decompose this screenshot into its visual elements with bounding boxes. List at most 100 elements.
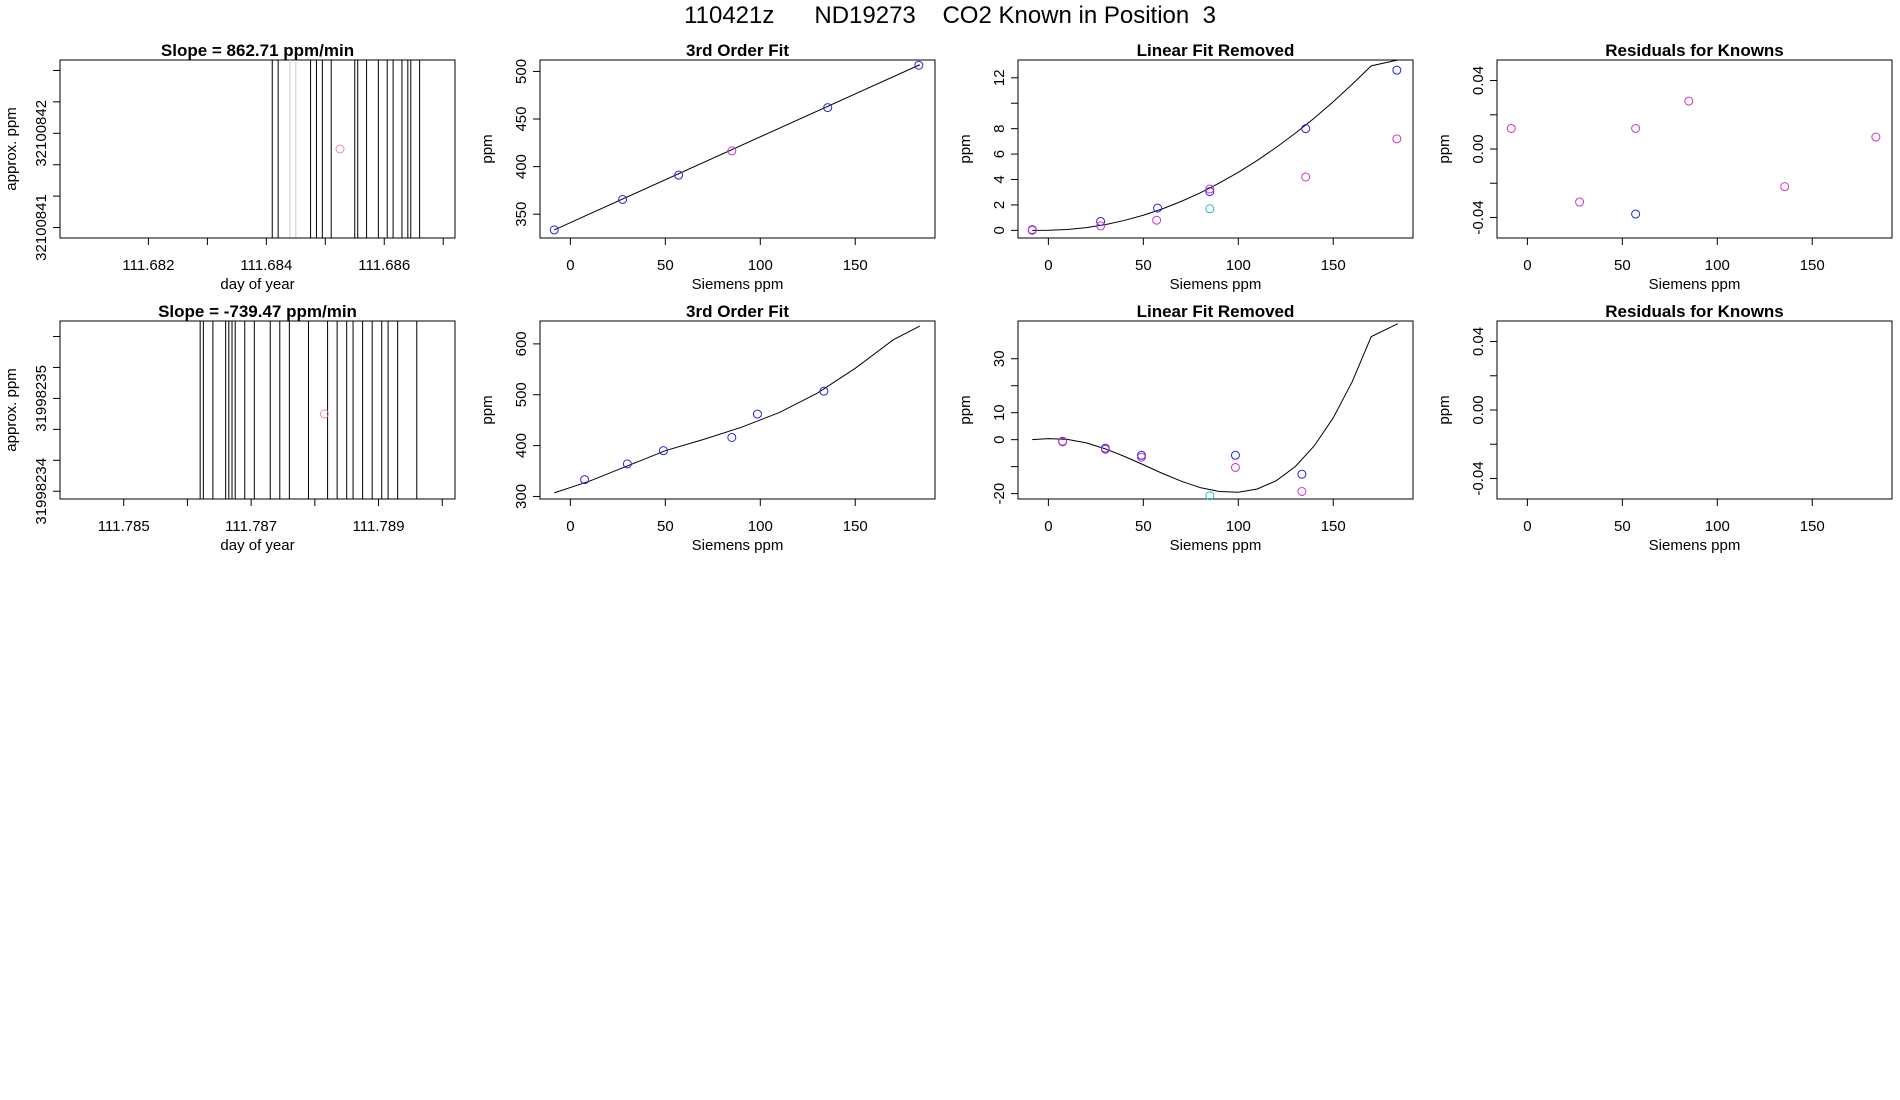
data-point — [658, 446, 668, 456]
y-tick-label: 350 — [513, 202, 530, 227]
x-axis-label: Siemens ppm — [692, 276, 784, 293]
x-tick-label: 0 — [1523, 257, 1531, 274]
y-tick-label: 30 — [991, 350, 1008, 367]
y-tick-label: 450 — [513, 107, 530, 132]
data-point — [819, 386, 829, 396]
x-axis-label: day of year — [220, 537, 294, 554]
x-tick-label: 50 — [1135, 518, 1152, 535]
chart-title: Residuals for Knowns — [1605, 302, 1784, 321]
y-axis-label: ppm — [957, 395, 974, 424]
y-tick-label: 0 — [991, 435, 1008, 443]
data-point — [727, 146, 737, 156]
x-tick-label: 150 — [1321, 518, 1346, 535]
y-tick-label: -0.04 — [1470, 200, 1487, 234]
panel-residuals-top: Residuals for Knowns Siemens ppm ppm 0 50 100… — [1436, 41, 1893, 293]
data-point — [1506, 123, 1516, 133]
x-tick-label: 50 — [657, 518, 674, 535]
data-point — [549, 225, 559, 235]
y-tick-label: 32100841 — [33, 194, 50, 261]
data-point — [1096, 216, 1106, 226]
data-point — [1205, 187, 1215, 197]
y-tick-label: 0.00 — [1470, 395, 1487, 424]
y-tick-label: 31998235 — [33, 365, 50, 432]
x-tick-label: 111.682 — [122, 257, 174, 274]
y-tick-label: 0.00 — [1470, 134, 1487, 163]
data-point — [1392, 134, 1402, 144]
data-point — [1058, 437, 1068, 447]
data-point — [1205, 184, 1215, 194]
data-point — [1297, 469, 1307, 479]
data-point — [1153, 203, 1163, 213]
y-tick-label: 32100842 — [33, 100, 50, 167]
y-tick-label: 6 — [991, 150, 1008, 158]
chart-title: 3rd Order Fit — [686, 41, 789, 60]
x-tick-label: 100 — [748, 257, 773, 274]
y-axis-label: ppm — [479, 395, 496, 424]
data-point — [622, 459, 632, 469]
y-tick-label: 400 — [513, 154, 530, 179]
data-point — [1230, 462, 1240, 472]
data-point — [1297, 486, 1307, 496]
chart-title: Residuals for Knowns — [1605, 41, 1784, 60]
chart-title: Slope = 862.71 ppm/min — [161, 41, 354, 60]
data-point — [1027, 225, 1037, 235]
x-tick-label: 111.684 — [240, 257, 292, 274]
x-axis-label: Siemens ppm — [1170, 537, 1262, 554]
x-axis-label: Siemens ppm — [1649, 537, 1741, 554]
x-axis-label: Siemens ppm — [1649, 276, 1741, 293]
x-tick-label: 150 — [1800, 257, 1825, 274]
plot-frame — [59, 59, 456, 239]
data-point — [1230, 450, 1240, 460]
y-tick-label: 2 — [991, 201, 1008, 209]
data-point — [319, 409, 329, 419]
x-tick-label: 50 — [1614, 518, 1631, 535]
chart-title: Slope = -739.47 ppm/min — [158, 302, 357, 321]
x-tick-label: 0 — [1044, 518, 1052, 535]
x-tick-label: 0 — [1523, 518, 1531, 535]
data-point — [1205, 204, 1215, 214]
x-tick-label: 100 — [1226, 518, 1251, 535]
x-tick-label: 111.787 — [225, 518, 277, 535]
y-tick-label: 4 — [991, 175, 1008, 183]
x-axis-label: Siemens ppm — [1170, 276, 1262, 293]
data-point — [580, 475, 590, 485]
x-tick-label: 0 — [566, 518, 574, 535]
y-tick-label: 300 — [513, 484, 530, 509]
data-point — [1301, 172, 1311, 182]
data-point — [1136, 450, 1146, 460]
series-line — [554, 64, 921, 231]
x-tick-label: 150 — [1800, 518, 1825, 535]
data-point — [1871, 132, 1881, 142]
y-tick-label: 10 — [991, 404, 1008, 421]
data-point — [1631, 123, 1641, 133]
data-point — [1575, 197, 1585, 207]
y-axis-label: ppm — [1436, 134, 1453, 163]
y-tick-label: 12 — [991, 69, 1008, 86]
x-tick-label: 111.686 — [358, 257, 410, 274]
y-tick-label: 0.04 — [1470, 66, 1487, 95]
y-tick-label: 500 — [513, 382, 530, 407]
data-point — [1152, 215, 1162, 225]
x-tick-label: 150 — [843, 518, 868, 535]
x-tick-label: 150 — [843, 257, 868, 274]
plot-frame — [59, 320, 456, 500]
data-point — [1684, 96, 1694, 106]
x-tick-label: 0 — [1044, 257, 1052, 274]
chart-title: Linear Fit Removed — [1137, 41, 1295, 60]
y-axis-label: ppm — [1436, 395, 1453, 424]
panel-slope-bottom: Slope = -739.47 ppm/min day of year approx… — [3, 302, 456, 554]
x-tick-label: 150 — [1321, 257, 1346, 274]
x-tick-label: 50 — [657, 257, 674, 274]
plot-frame — [1017, 59, 1414, 239]
y-tick-label: 0.04 — [1470, 327, 1487, 356]
data-point — [823, 103, 833, 113]
x-axis-label: day of year — [220, 276, 294, 293]
plot-frame — [1496, 320, 1893, 500]
y-axis-label: ppm — [479, 134, 496, 163]
x-tick-label: 100 — [1705, 518, 1730, 535]
data-point — [914, 60, 924, 70]
x-tick-label: 111.789 — [353, 518, 405, 535]
page-title: 110421z ND19273 CO2 Known in Position 3 — [684, 2, 1216, 29]
